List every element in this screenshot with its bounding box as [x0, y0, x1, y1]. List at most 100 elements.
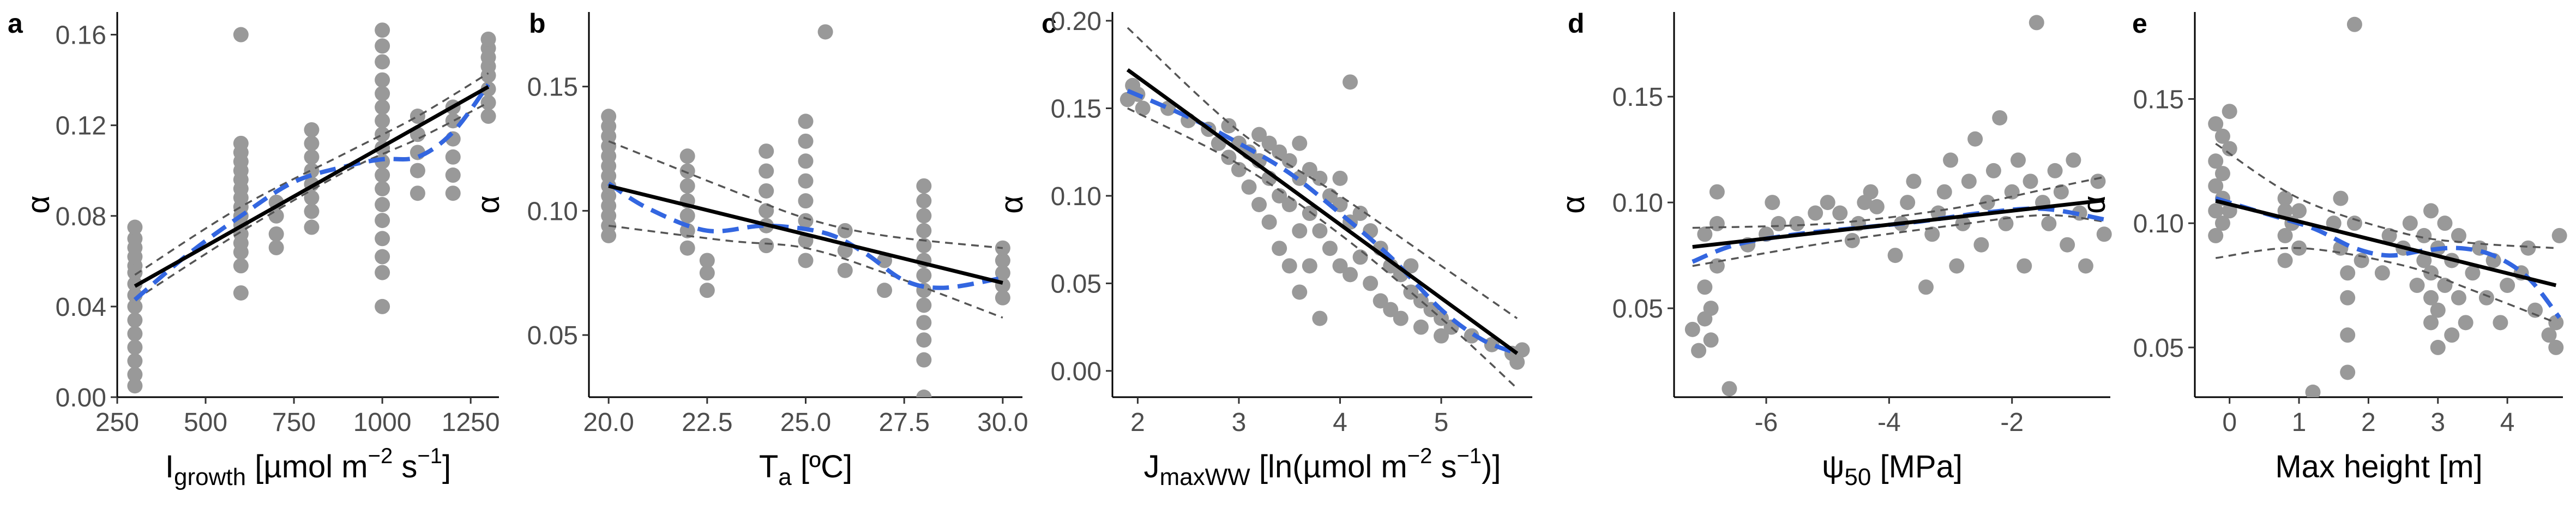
x-tick-label: 4 — [1333, 408, 1347, 437]
ci-lower-line — [1692, 214, 2104, 267]
y-tick-label: 0.05 — [2133, 334, 2184, 363]
data-point — [2500, 278, 2515, 294]
data-point — [1789, 215, 1805, 231]
data-point — [2305, 384, 2321, 397]
data-point — [445, 167, 461, 183]
data-point — [2277, 253, 2293, 268]
y-tick-label: 0.05 — [1612, 295, 1663, 324]
data-point — [1302, 161, 1317, 177]
y-tick-label: 0.10 — [2133, 209, 2184, 238]
data-point — [2423, 290, 2439, 306]
x-tick-label: 22.5 — [682, 408, 732, 437]
y-tick-label: 0.10 — [1612, 189, 1663, 218]
data-point — [1363, 276, 1379, 291]
data-point — [127, 353, 143, 369]
data-point — [2066, 152, 2081, 168]
data-point — [1292, 170, 1308, 186]
data-point — [798, 113, 814, 129]
data-point — [375, 113, 390, 129]
data-point — [916, 267, 932, 283]
x-tick-label: 4 — [2500, 408, 2515, 437]
data-point — [1292, 223, 1308, 239]
data-point — [2208, 153, 2224, 169]
data-point — [2214, 166, 2230, 182]
data-point — [1869, 199, 1885, 214]
data-point — [759, 143, 774, 159]
data-point — [1251, 197, 1267, 212]
data-point — [679, 163, 695, 179]
data-point — [679, 240, 695, 256]
smooth-trend-line — [607, 181, 1003, 290]
data-point — [699, 283, 715, 298]
data-point — [798, 193, 814, 209]
data-point — [2437, 278, 2453, 294]
data-point — [2409, 278, 2425, 294]
data-point — [127, 367, 143, 382]
data-point — [1332, 170, 1348, 186]
data-point — [2402, 215, 2418, 231]
x-axis-title: Ta [ºC] — [759, 449, 852, 490]
y-tick-label: 0.16 — [56, 21, 106, 50]
data-point — [759, 183, 774, 199]
x-tick-label: 5 — [1434, 408, 1449, 437]
data-point — [2340, 265, 2356, 281]
data-point — [798, 133, 814, 149]
data-point — [1943, 152, 1959, 168]
x-tick-label: -2 — [2000, 408, 2024, 437]
data-point — [2346, 215, 2362, 231]
data-point — [2333, 190, 2349, 206]
data-point — [995, 290, 1010, 306]
data-point — [1832, 205, 1848, 221]
data-point — [1949, 258, 1965, 274]
data-point — [1261, 135, 1277, 151]
data-point — [127, 219, 143, 235]
data-point — [1373, 293, 1388, 309]
data-point — [798, 253, 814, 268]
data-point — [1863, 184, 1879, 200]
data-point — [1918, 279, 1934, 295]
data-point — [410, 163, 425, 178]
data-point — [375, 265, 390, 280]
data-point — [1292, 284, 1308, 300]
data-point — [233, 27, 249, 43]
data-point — [2493, 315, 2508, 331]
data-point — [1302, 258, 1317, 274]
panel-b: b 0.05 0.10 0.15 20.0 22.5 25.0 27.5 30.0 α Ta [ºC… — [471, 8, 1028, 490]
data-point — [1272, 144, 1287, 160]
data-point — [2374, 265, 2390, 281]
data-point — [2078, 258, 2093, 274]
data-point — [2004, 184, 2020, 200]
data-point — [375, 54, 390, 70]
data-point — [1281, 197, 1297, 212]
x-tick-label: 25.0 — [780, 408, 831, 437]
data-point — [1820, 195, 1835, 211]
linear-fit-line — [1692, 198, 2105, 249]
data-point — [2430, 302, 2446, 318]
data-point — [2354, 253, 2369, 268]
data-point — [375, 38, 390, 54]
data-point — [2451, 227, 2466, 243]
y-tick-label: 0.15 — [1612, 83, 1663, 112]
data-point — [2208, 178, 2224, 194]
data-point — [2208, 116, 2224, 131]
x-tick-label: 500 — [184, 408, 227, 437]
data-point — [1312, 310, 1328, 326]
linear-fit-line — [134, 85, 490, 288]
data-point — [1281, 258, 1297, 274]
data-point — [2010, 152, 2026, 168]
data-point — [1936, 184, 1952, 200]
data-point — [304, 149, 320, 165]
plot-area — [1684, 15, 2112, 397]
data-point — [304, 203, 320, 219]
data-point — [1808, 205, 1823, 221]
data-point — [1722, 381, 1737, 397]
data-point — [480, 95, 496, 111]
data-point — [410, 185, 425, 201]
data-point — [2451, 290, 2466, 306]
data-point — [445, 185, 461, 201]
y-tick-label: 0.15 — [2133, 85, 2184, 114]
data-point — [916, 332, 932, 348]
smooth-trend-line — [2215, 196, 2561, 319]
data-point — [375, 197, 390, 212]
data-point — [2208, 227, 2224, 243]
